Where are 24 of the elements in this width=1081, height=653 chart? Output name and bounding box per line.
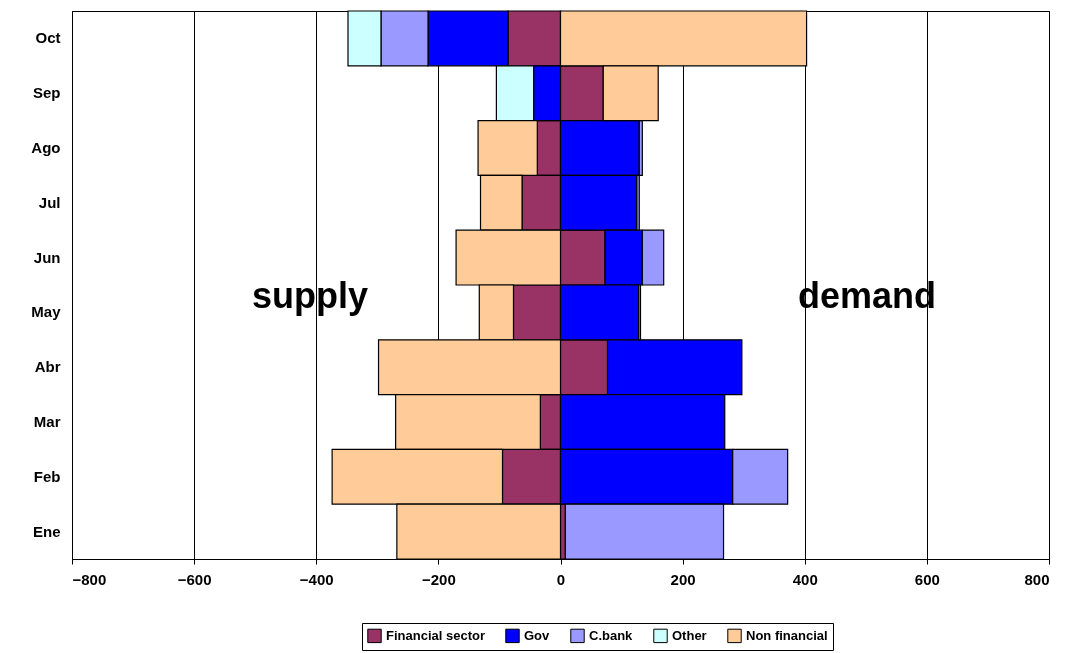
legend-label: C.bank <box>589 627 634 643</box>
legend-label: Other <box>672 627 707 643</box>
y-tick-label: Abr <box>34 358 61 376</box>
legend-label: Gov <box>524 627 551 643</box>
y-tick-label: Ago <box>31 139 61 156</box>
legend-label: Non financial <box>746 627 828 643</box>
y-tick-label: Ene <box>32 522 61 540</box>
x-tick-label: −400 <box>299 570 334 588</box>
legend-label: Financial sector <box>386 627 485 643</box>
x-tick-label: 0 <box>556 570 566 588</box>
y-tick-label: Mar <box>33 413 61 430</box>
y-tick-label: Jul <box>38 193 61 211</box>
y-tick-label: Jun <box>33 248 61 266</box>
x-tick-label: 200 <box>670 570 696 588</box>
x-tick-label: −800 <box>72 570 107 588</box>
y-tick-label: Sep <box>32 84 61 102</box>
y-tick-label: Oct <box>35 29 61 47</box>
y-tick-label: Feb <box>33 467 61 485</box>
x-tick-label: −600 <box>177 570 212 588</box>
x-tick-label: 800 <box>1024 570 1050 588</box>
x-tick-label: 400 <box>792 570 818 588</box>
y-tick-label: May <box>31 303 62 321</box>
x-tick-label: 600 <box>914 570 940 588</box>
x-tick-label: −200 <box>421 570 456 588</box>
